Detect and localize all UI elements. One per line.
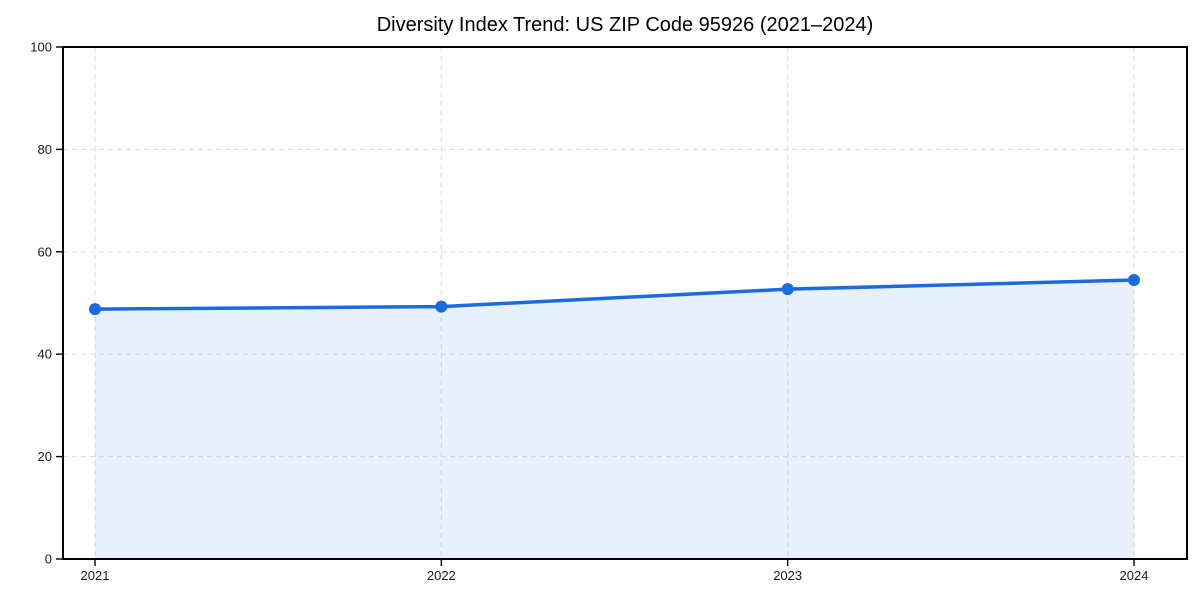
- trend-line: [93, 278, 1136, 311]
- x-tick-label: 2021: [81, 568, 110, 583]
- y-tick-label: 100: [30, 40, 52, 55]
- y-tick-label: 0: [45, 552, 52, 567]
- y-tick-label: 20: [38, 449, 52, 464]
- data-point-2022: [435, 300, 448, 313]
- x-tick-label: 2022: [427, 568, 456, 583]
- y-tick-label: 80: [38, 142, 52, 157]
- y-tick-label: 60: [38, 244, 52, 259]
- data-point-2021: [89, 303, 101, 316]
- plot-area: 0 20 40 60 80 100 2021 2022 2023 2024: [30, 40, 1188, 583]
- x-tick-label: 2023: [773, 568, 802, 583]
- y-tick-label: 40: [38, 347, 52, 362]
- plot-border: [62, 46, 1188, 560]
- x-tick-label: 2024: [1120, 568, 1149, 583]
- chart-title: Diversity Index Trend: US ZIP Code 95926…: [377, 14, 874, 36]
- data-point-2023: [781, 283, 794, 296]
- data-point-2024: [1128, 273, 1140, 286]
- area-fill: [95, 279, 1134, 559]
